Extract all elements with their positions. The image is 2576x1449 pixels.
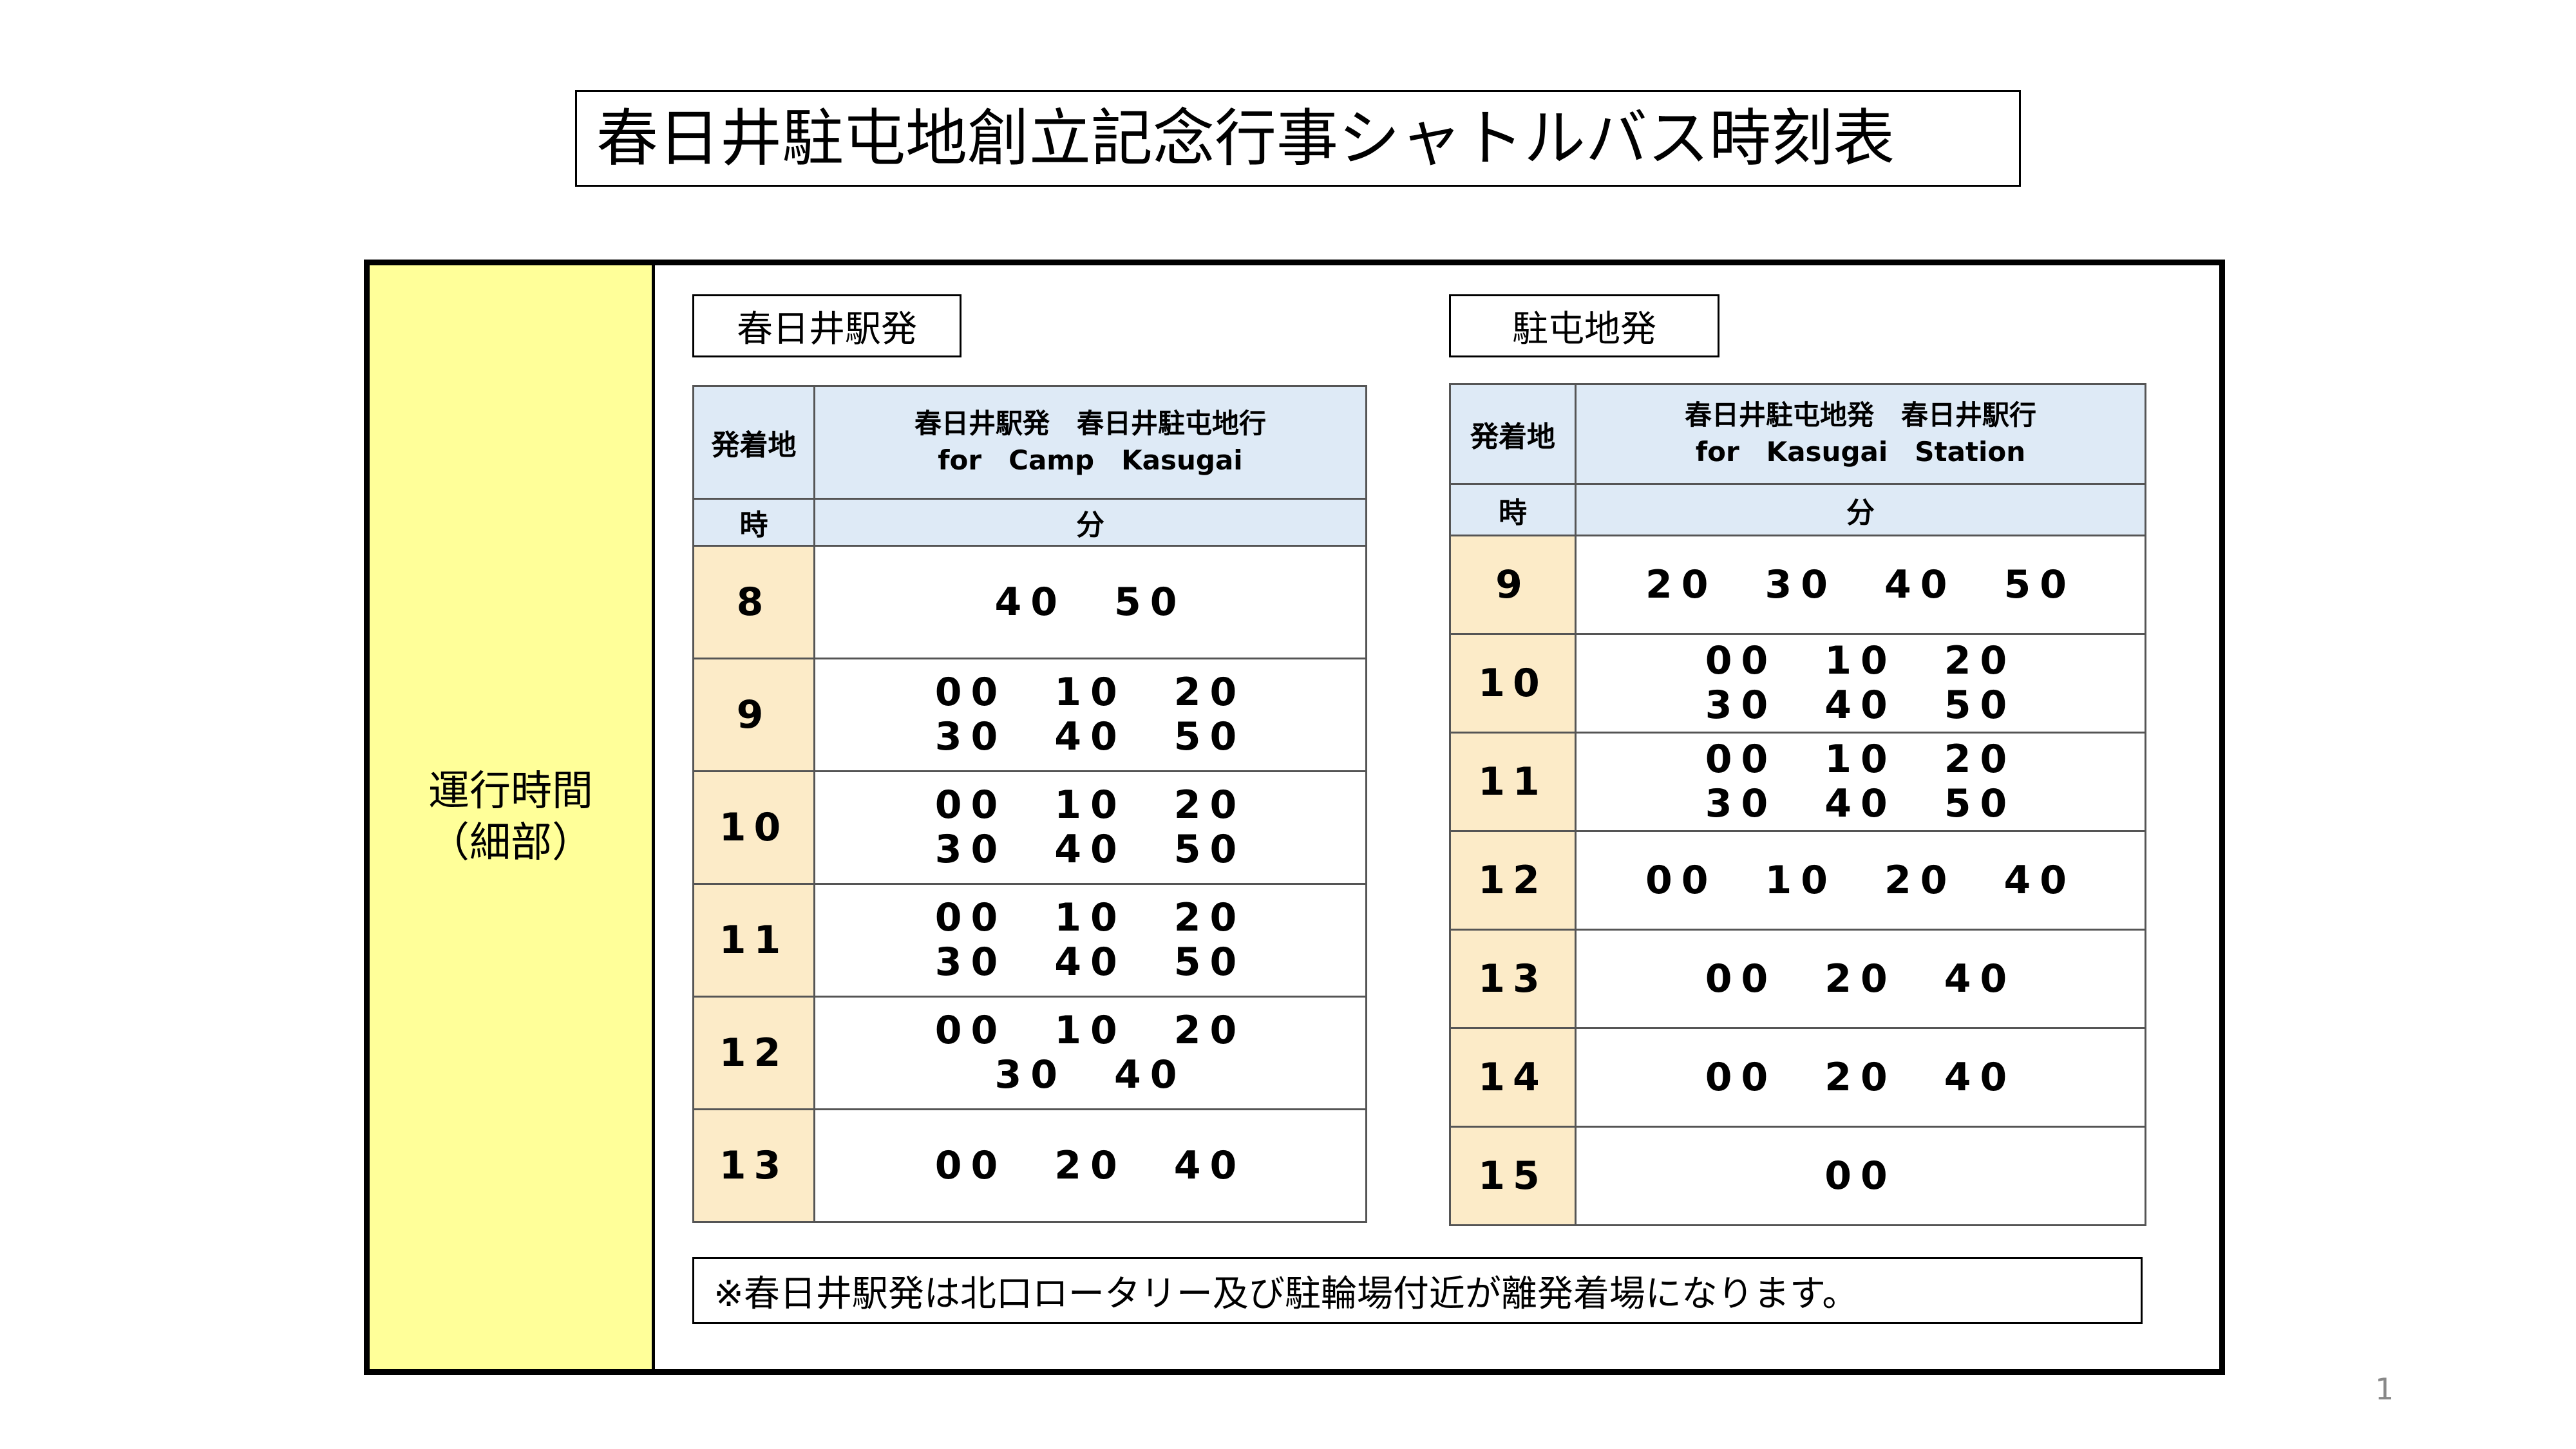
right-hour-cell: 15 <box>1449 1126 1577 1226</box>
page-title: 春日井駐屯地創立記念行事シャトルバス時刻表 <box>575 90 2021 187</box>
right-hour-cell: 13 <box>1449 929 1577 1029</box>
right-dest-line1: 春日井駐屯地発 春日井駅行 <box>1684 399 2036 431</box>
left-hour-cell: 13 <box>692 1108 815 1223</box>
left-minutes-cell: 00 10 20 30 40 50 <box>813 883 1367 998</box>
left-hour-cell: 10 <box>692 770 815 885</box>
right-dest-line2: for Kasugai Station <box>1695 436 2026 468</box>
left-minutes-cell: 00 20 40 <box>813 1108 1367 1223</box>
left-hour-cell: 8 <box>692 545 815 659</box>
right-minutes-cell: 00 10 20 30 40 50 <box>1575 732 2146 832</box>
right-minutes-cell: 00 10 20 30 40 50 <box>1575 633 2146 734</box>
left-hour-header: 時 <box>692 498 815 547</box>
right-hour-cell: 10 <box>1449 633 1577 734</box>
left-minutes-cell: 40 50 <box>813 545 1367 659</box>
right-destination-header: 春日井駐屯地発 春日井駅行 for Kasugai Station <box>1575 383 2146 485</box>
boarding-location-note: ※春日井駅発は北口ロータリー及び駐輪場付近が離発着場になります。 <box>692 1257 2143 1324</box>
right-minutes-cell: 00 20 40 <box>1575 1027 2146 1128</box>
right-hour-cell: 11 <box>1449 732 1577 832</box>
right-hour-header: 時 <box>1449 483 1577 536</box>
operating-hours-line2: （細部） <box>428 819 593 867</box>
right-hour-cell: 12 <box>1449 830 1577 931</box>
left-minutes-cell: 00 10 20 30 40 <box>813 996 1367 1110</box>
left-minutes-cell: 00 10 20 30 40 50 <box>813 658 1367 772</box>
left-destination-header: 春日井駅発 春日井駐屯地行 for Camp Kasugai <box>813 385 1367 500</box>
right-minute-header: 分 <box>1575 483 2146 536</box>
left-hour-cell: 12 <box>692 996 815 1110</box>
right-minutes-cell: 00 20 40 <box>1575 929 2146 1029</box>
left-section-label: 春日井駅発 <box>692 294 961 357</box>
right-section-label: 駐屯地発 <box>1449 294 1719 357</box>
operating-hours-line1: 運行時間 <box>428 768 593 815</box>
left-dest-line1: 春日井駅発 春日井駐屯地行 <box>914 408 1266 440</box>
left-hour-cell: 9 <box>692 658 815 772</box>
right-minutes-cell: 00 <box>1575 1126 2146 1226</box>
left-dest-line2: for Camp Kasugai <box>938 444 1243 476</box>
operating-hours-label: 運行時間 （細部） <box>370 265 655 1369</box>
right-timetable: 発着地 春日井駐屯地発 春日井駅行 for Kasugai Station 時 … <box>1449 383 2146 1226</box>
left-timetable: 発着地 春日井駅発 春日井駐屯地行 for Camp Kasugai 時 分 8… <box>692 385 1367 1223</box>
page-number: 1 <box>2375 1372 2394 1406</box>
timetable-frame: 運行時間 （細部） <box>364 260 2225 1375</box>
left-origin-header: 発着地 <box>692 385 815 500</box>
right-minutes-cell: 00 10 20 40 <box>1575 830 2146 931</box>
right-minutes-cell: 20 30 40 50 <box>1575 535 2146 635</box>
right-hour-cell: 9 <box>1449 535 1577 635</box>
right-hour-cell: 14 <box>1449 1027 1577 1128</box>
left-minutes-cell: 00 10 20 30 40 50 <box>813 770 1367 885</box>
right-origin-header: 発着地 <box>1449 383 1577 485</box>
left-minute-header: 分 <box>813 498 1367 547</box>
left-hour-cell: 11 <box>692 883 815 998</box>
